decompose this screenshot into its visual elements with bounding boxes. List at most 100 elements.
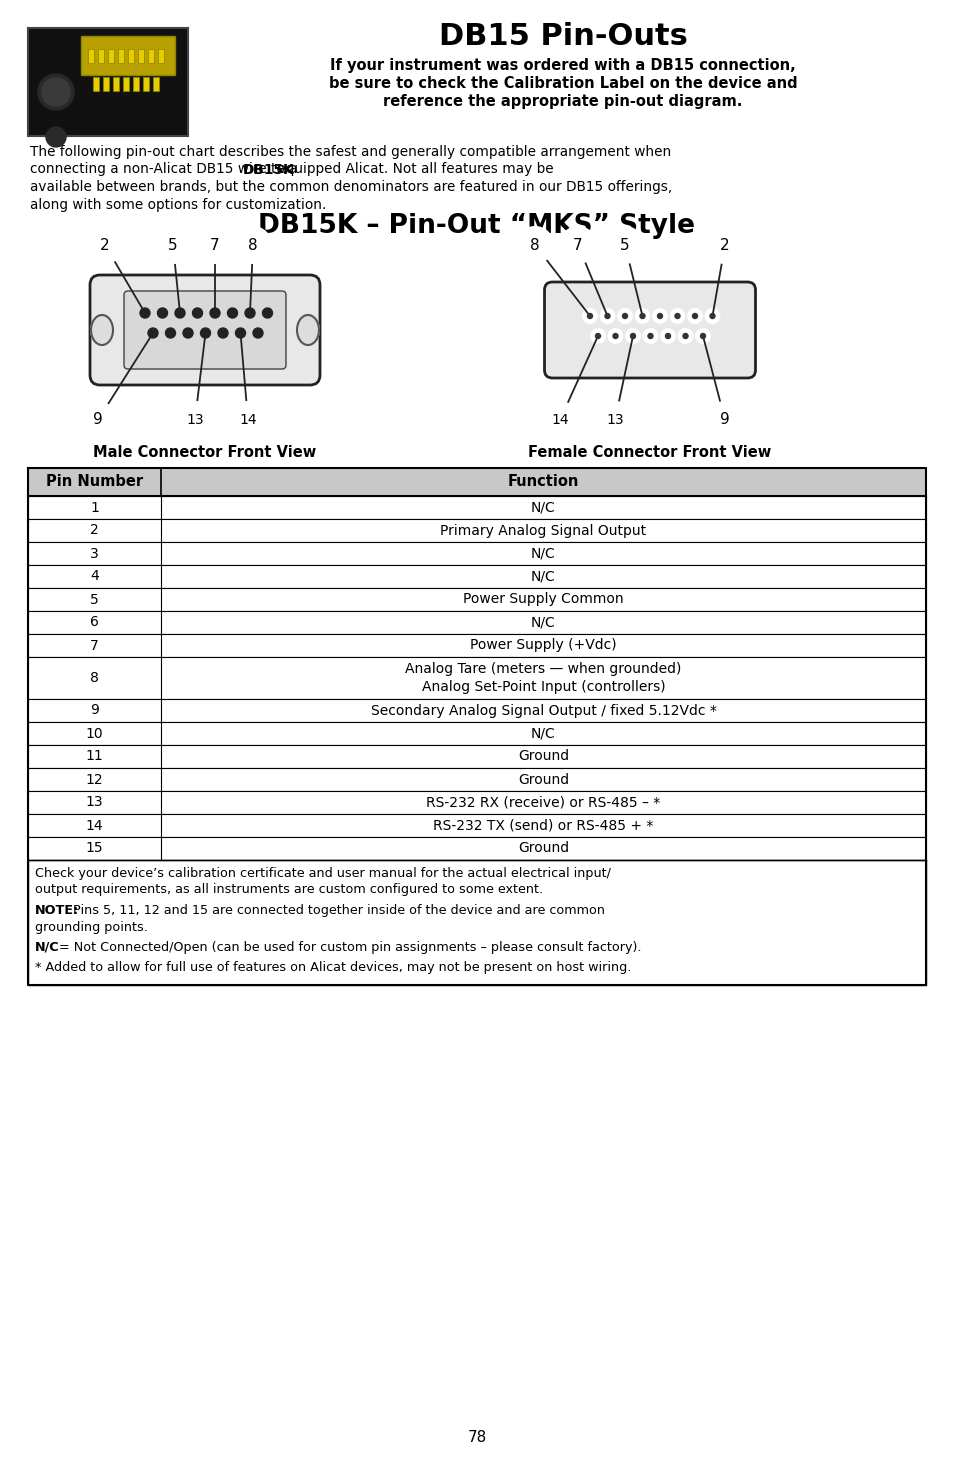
Text: 9: 9	[90, 704, 99, 717]
Circle shape	[234, 227, 271, 263]
FancyBboxPatch shape	[28, 519, 925, 541]
Text: Female Connector Front View: Female Connector Front View	[528, 445, 771, 460]
FancyBboxPatch shape	[132, 77, 139, 91]
FancyBboxPatch shape	[88, 49, 94, 63]
FancyBboxPatch shape	[28, 860, 925, 985]
FancyBboxPatch shape	[28, 496, 925, 519]
Circle shape	[590, 329, 604, 344]
Text: along with some options for customization.: along with some options for customizatio…	[30, 198, 326, 211]
Circle shape	[706, 403, 742, 438]
Text: Ground: Ground	[517, 842, 569, 855]
Circle shape	[665, 333, 670, 338]
FancyBboxPatch shape	[28, 745, 925, 768]
Text: output requirements, as all instruments are custom configured to some extent.: output requirements, as all instruments …	[35, 884, 542, 897]
FancyBboxPatch shape	[152, 77, 159, 91]
Text: 9: 9	[720, 413, 729, 428]
Text: 2: 2	[90, 524, 99, 537]
Text: 78: 78	[467, 1429, 486, 1445]
Text: 4: 4	[90, 569, 99, 584]
Text: Pins 5, 11, 12 and 15 are connected together inside of the device and are common: Pins 5, 11, 12 and 15 are connected toge…	[69, 904, 604, 917]
Text: DB15K: DB15K	[242, 162, 294, 177]
Text: If your instrument was ordered with a DB15 connection,: If your instrument was ordered with a DB…	[330, 58, 795, 72]
Circle shape	[157, 308, 168, 319]
FancyBboxPatch shape	[128, 49, 133, 63]
Text: 8: 8	[248, 237, 257, 252]
Text: 2: 2	[720, 237, 729, 252]
Circle shape	[682, 333, 687, 338]
FancyBboxPatch shape	[103, 77, 109, 91]
Circle shape	[245, 308, 254, 319]
FancyBboxPatch shape	[28, 699, 925, 721]
Circle shape	[517, 227, 553, 263]
Circle shape	[635, 308, 649, 323]
FancyBboxPatch shape	[28, 791, 925, 814]
FancyBboxPatch shape	[123, 77, 129, 91]
Circle shape	[42, 78, 70, 106]
Text: available between brands, but the common denominators are featured in our DB15 o: available between brands, but the common…	[30, 180, 672, 195]
FancyBboxPatch shape	[28, 836, 925, 860]
Circle shape	[210, 308, 220, 319]
FancyBboxPatch shape	[124, 291, 286, 369]
Text: N/C: N/C	[531, 615, 556, 630]
FancyBboxPatch shape	[138, 49, 144, 63]
Circle shape	[604, 314, 609, 319]
Text: 14: 14	[86, 819, 103, 832]
FancyBboxPatch shape	[28, 565, 925, 589]
Text: be sure to check the Calibration Label on the device and: be sure to check the Calibration Label o…	[329, 77, 797, 91]
Text: connecting a non-Alicat DB15 wire to a: connecting a non-Alicat DB15 wire to a	[30, 162, 301, 177]
Text: 12: 12	[86, 773, 103, 786]
Text: Ground: Ground	[517, 749, 569, 764]
Text: Primary Analog Signal Output: Primary Analog Signal Output	[440, 524, 646, 537]
Text: The following pin-out chart describes the safest and generally compatible arrang: The following pin-out chart describes th…	[30, 145, 671, 159]
Circle shape	[706, 227, 742, 263]
Text: Power Supply Common: Power Supply Common	[463, 593, 623, 606]
Circle shape	[595, 333, 599, 338]
Text: N/C: N/C	[531, 500, 556, 515]
Text: 5: 5	[90, 593, 99, 606]
FancyBboxPatch shape	[28, 589, 925, 611]
FancyBboxPatch shape	[28, 768, 925, 791]
Circle shape	[183, 327, 193, 338]
Circle shape	[193, 308, 202, 319]
Circle shape	[200, 327, 211, 338]
Text: equipped Alicat. Not all features may be: equipped Alicat. Not all features may be	[273, 162, 553, 177]
Text: 7: 7	[210, 237, 219, 252]
Circle shape	[177, 403, 213, 438]
Text: 5: 5	[168, 237, 177, 252]
Circle shape	[709, 314, 714, 319]
Circle shape	[670, 308, 684, 323]
Circle shape	[587, 314, 592, 319]
Circle shape	[154, 227, 191, 263]
Circle shape	[46, 127, 66, 148]
Text: Analog Tare (meters — when grounded)
Analog Set-Point Input (controllers): Analog Tare (meters — when grounded) Ana…	[405, 662, 681, 695]
Text: RS-232 TX (send) or RS-485 + *: RS-232 TX (send) or RS-485 + *	[433, 819, 653, 832]
Circle shape	[218, 327, 228, 338]
Circle shape	[541, 403, 578, 438]
Circle shape	[606, 227, 642, 263]
Circle shape	[625, 329, 639, 344]
Text: = Not Connected/Open (can be used for custom pin assignments – please consult fa: = Not Connected/Open (can be used for cu…	[55, 941, 640, 954]
Text: N/C: N/C	[35, 941, 59, 954]
Text: 14: 14	[239, 413, 256, 426]
FancyBboxPatch shape	[148, 49, 153, 63]
Circle shape	[227, 308, 237, 319]
Circle shape	[235, 327, 245, 338]
Text: N/C: N/C	[531, 569, 556, 584]
Text: Power Supply (+Vdc): Power Supply (+Vdc)	[470, 639, 617, 652]
FancyBboxPatch shape	[28, 814, 925, 836]
Circle shape	[705, 308, 719, 323]
Text: NOTE:: NOTE:	[35, 904, 79, 917]
Ellipse shape	[296, 316, 318, 345]
Text: Secondary Analog Signal Output / fixed 5.12Vdc *: Secondary Analog Signal Output / fixed 5…	[370, 704, 716, 717]
FancyBboxPatch shape	[143, 77, 149, 91]
Circle shape	[196, 227, 233, 263]
Text: 13: 13	[186, 413, 204, 426]
Circle shape	[687, 308, 701, 323]
Text: DB15 Pin-Outs: DB15 Pin-Outs	[438, 22, 687, 52]
Text: 14: 14	[551, 413, 568, 426]
FancyBboxPatch shape	[90, 274, 319, 385]
Circle shape	[657, 314, 661, 319]
Circle shape	[582, 308, 597, 323]
Text: 11: 11	[86, 749, 103, 764]
Circle shape	[652, 308, 666, 323]
